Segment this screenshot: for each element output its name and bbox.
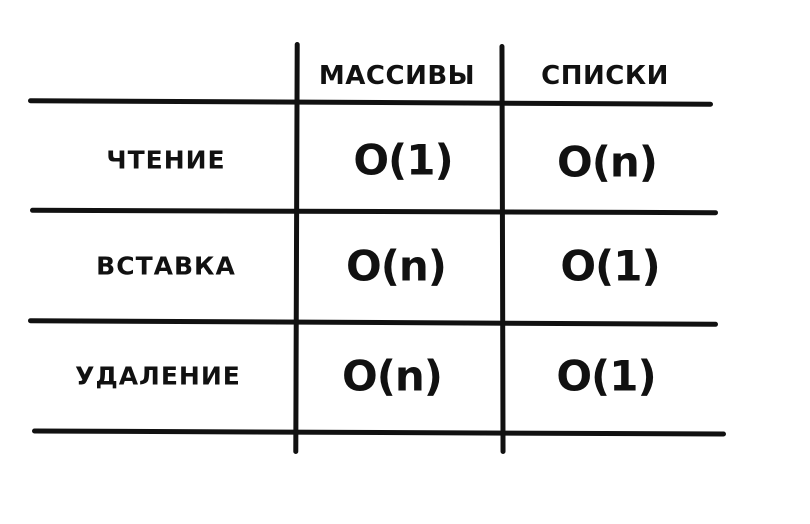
table-column-divider-1	[293, 41, 300, 455]
cell-insert-lists: O(1)	[560, 241, 660, 291]
column-header-lists: СПИСКИ	[541, 61, 669, 91]
row-header-read: ЧТЕНИЕ	[106, 145, 226, 175]
table-rule-top	[27, 98, 714, 107]
cell-read-lists: O(n)	[557, 137, 658, 187]
row-header-insert: ВСТАВКА	[96, 251, 236, 281]
table-rule-row-2	[27, 318, 719, 327]
row-header-delete: УДАЛЕНИЕ	[75, 361, 241, 391]
table-rule-row-1	[29, 207, 719, 216]
table-rule-bottom	[31, 428, 727, 437]
cell-delete-lists: O(1)	[556, 351, 656, 401]
cell-read-arrays: O(1)	[353, 135, 453, 185]
cell-insert-arrays: O(n)	[346, 241, 447, 291]
cell-delete-arrays: O(n)	[342, 351, 443, 401]
table-column-divider-2	[499, 43, 506, 455]
column-header-arrays: МАССИВЫ	[318, 61, 476, 91]
